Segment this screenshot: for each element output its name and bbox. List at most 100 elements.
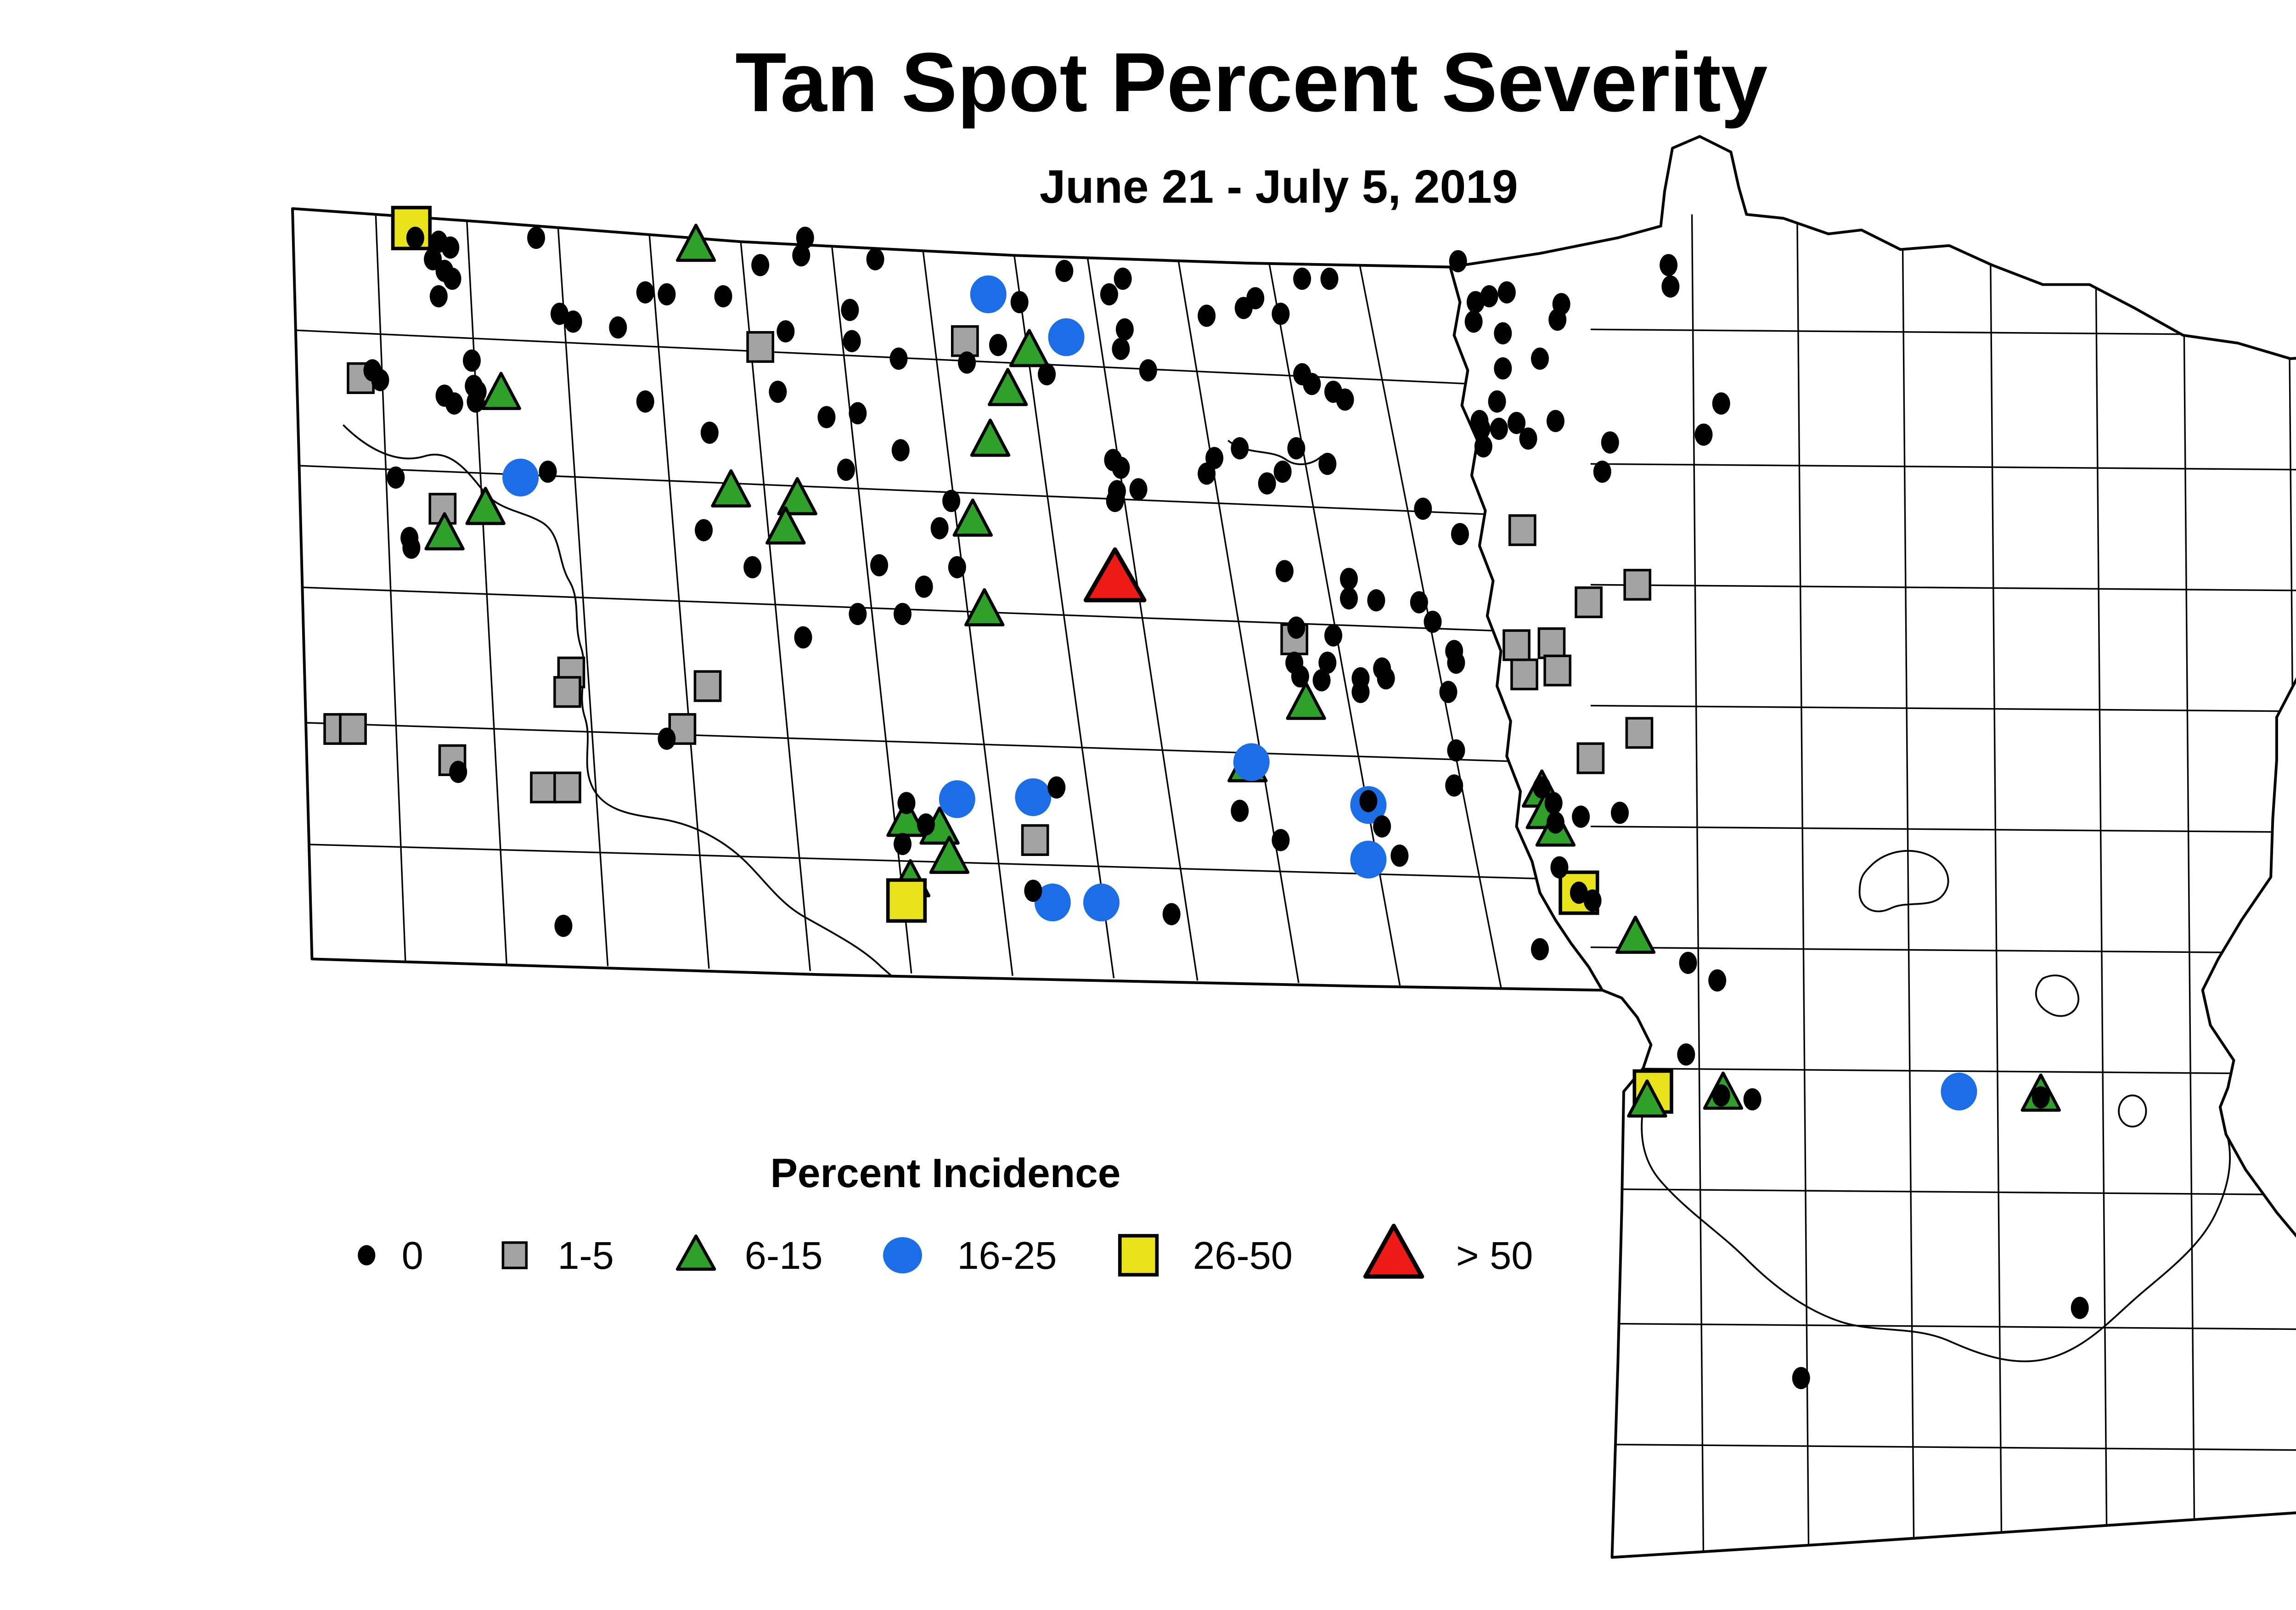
legend-item-50: > 50: [1363, 1223, 1533, 1279]
marker-0-dot: [1198, 462, 1216, 485]
marker-16-25-ell: [970, 275, 1007, 314]
marker-0-dot: [1390, 844, 1409, 867]
marker-0-dot: [449, 760, 467, 783]
marker-0-dot: [1100, 283, 1118, 306]
marker-0-dot: [1112, 338, 1130, 360]
county-line: [2094, 214, 2108, 1558]
leech-lake: [2035, 974, 2080, 1017]
county-line: [1590, 946, 2296, 956]
marker-0-dot: [843, 330, 861, 352]
marker-0-dot: [1519, 427, 1537, 450]
marker-6-15-tri: [964, 588, 1005, 627]
marker-0-dot: [527, 226, 546, 249]
marker-0-dot: [1291, 665, 1309, 688]
marker-0-dot: [441, 236, 460, 259]
marker-0-dot: [794, 626, 812, 649]
marker-26-50-rect: [886, 878, 927, 923]
county-line: [1590, 704, 2296, 715]
marker-6-15-tri: [1009, 329, 1050, 367]
marker-0-dot: [658, 283, 676, 306]
county-line: [557, 222, 609, 967]
legend-marker-triangle: [675, 1234, 716, 1271]
marker-0-dot: [1273, 460, 1292, 483]
marker-0-dot: [1447, 739, 1465, 762]
marker-0-dot: [1272, 303, 1290, 325]
marker-0-dot: [1318, 453, 1337, 475]
marker-0-dot: [1677, 1043, 1695, 1066]
marker-6-15-tri: [1627, 1079, 1667, 1118]
marker-0-dot: [769, 380, 787, 403]
marker-16-25-ell: [1350, 840, 1387, 879]
marker-0-dot: [1198, 304, 1216, 327]
marker-0-dot: [445, 392, 463, 415]
marker-0-dot: [1449, 250, 1467, 272]
marker-0-dot: [387, 466, 405, 489]
marker-0-dot: [989, 334, 1007, 356]
marker-16-25-ell: [1015, 778, 1052, 816]
county-line: [1590, 1067, 2296, 1077]
marker-0-dot: [1336, 388, 1354, 411]
marker-0-dot: [1139, 359, 1157, 382]
marker-0-dot: [1439, 681, 1458, 704]
marker-0-dot: [402, 536, 421, 559]
marker-1-5-rect: [951, 325, 979, 357]
minnesota-outline: [1449, 135, 2296, 1559]
marker-0-dot: [1367, 589, 1385, 612]
minnesota-river: [1641, 1075, 2231, 1362]
marker-0-dot: [1287, 437, 1306, 460]
marker-0-dot: [1010, 291, 1029, 314]
marker-6-15-tri: [765, 506, 806, 545]
marker-0-dot: [1272, 829, 1290, 851]
county-line: [1590, 328, 2296, 338]
marker-1-5-rect: [1543, 654, 1572, 687]
marker-0-dot: [849, 602, 867, 625]
marker-0-dot: [792, 244, 810, 267]
marker-0-dot: [1373, 815, 1391, 838]
marker-0-dot: [1593, 460, 1611, 483]
marker-0-dot: [893, 602, 912, 625]
marker-0-dot: [1162, 903, 1181, 925]
county-line: [1176, 253, 1300, 983]
marker-6-15-tri: [711, 469, 751, 508]
marker-6-15-tri: [970, 418, 1011, 457]
marker-0-dot: [695, 519, 713, 541]
marker-0-dot: [930, 517, 949, 540]
county-line: [1590, 584, 2296, 594]
marker-1-5-rect: [668, 713, 697, 745]
marker-0-dot: [1660, 254, 1678, 276]
marker-0-dot: [915, 575, 933, 598]
marker-1-5-rect: [1576, 742, 1605, 774]
marker-0-dot: [841, 298, 859, 321]
county-line: [1989, 214, 2003, 1558]
legend: Percent Incidence 0 1-5 6-15 16-25 26-50 > 50: [358, 1150, 1533, 1279]
marker-0-dot: [1548, 308, 1567, 331]
marker-0-dot: [1610, 801, 1629, 824]
marker-0-dot: [1258, 472, 1276, 495]
marker-16-25-ell: [1233, 743, 1270, 781]
marker-0-dot: [891, 439, 910, 462]
rivers-and-lakes: [342, 424, 2231, 1362]
marker-6-15-tri: [675, 224, 716, 262]
marker-0-dot: [539, 460, 557, 483]
county-line: [1590, 1443, 2296, 1453]
marker-0-dot: [1312, 669, 1331, 692]
marker-1-5-rect: [1537, 627, 1566, 659]
legend-marker-square: [501, 1241, 528, 1269]
legend-item-26-50: 26-50: [1118, 1233, 1293, 1277]
marker-0-dot: [1351, 681, 1370, 704]
marker-0-dot: [1303, 372, 1321, 395]
marker-0-dot: [1494, 357, 1512, 380]
marker-1-5-rect: [1021, 824, 1049, 856]
marker-0-dot: [1544, 792, 1563, 814]
county-line: [2182, 214, 2196, 1558]
markers-layer: [323, 206, 2089, 1390]
marker-0-dot: [636, 390, 654, 413]
marker-6-15-tri: [465, 487, 506, 525]
marker-0-dot: [1414, 497, 1432, 520]
marker-0-dot: [837, 458, 855, 481]
marker-6-15-tri: [481, 372, 521, 410]
marker-0-dot: [1038, 363, 1056, 386]
marker-0-dot: [1497, 281, 1516, 304]
marker-1-5-rect: [746, 331, 774, 363]
